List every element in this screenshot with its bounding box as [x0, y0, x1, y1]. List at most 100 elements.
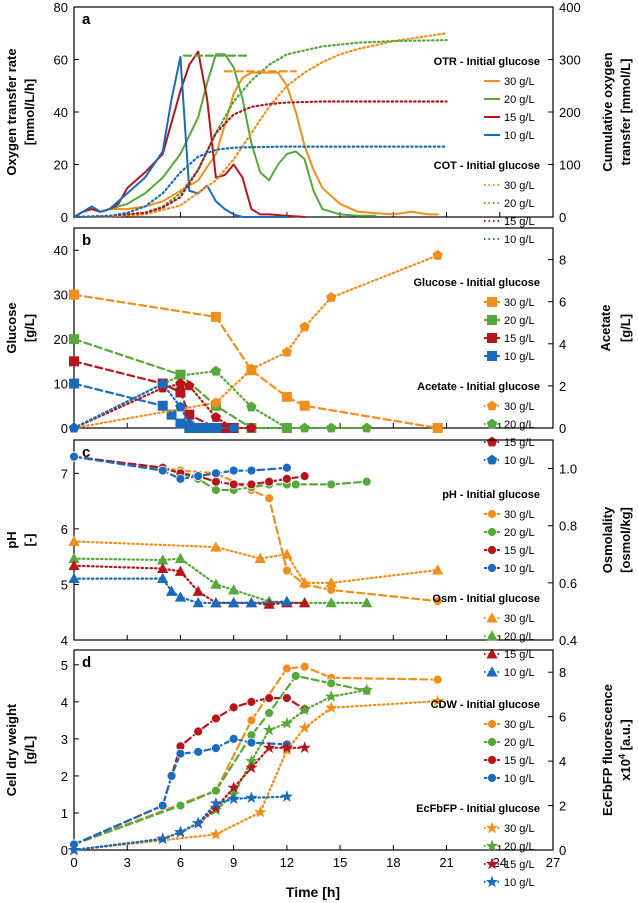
data-point — [432, 674, 443, 685]
legend-marker — [487, 333, 497, 343]
x-axis-label: Time [h] — [286, 884, 340, 900]
data-point — [68, 422, 80, 433]
data-point — [246, 479, 257, 490]
data-point — [325, 701, 338, 714]
data-point — [245, 791, 258, 804]
data-point — [157, 800, 168, 811]
series-line — [72, 746, 306, 852]
legend-entry: 15 g/L — [504, 112, 535, 124]
legend-marker — [486, 418, 498, 429]
series-line — [73, 55, 288, 218]
data-point — [246, 715, 257, 726]
data-point — [211, 743, 221, 754]
legend-marker — [485, 857, 499, 870]
data-point — [432, 596, 443, 607]
data-point — [210, 597, 222, 608]
data-point — [211, 713, 221, 724]
legend-entry: 20 g/L — [504, 631, 535, 643]
data-point — [262, 741, 276, 754]
legend-entry: 30 g/L — [504, 180, 535, 192]
y-right-tick-label: 0 — [559, 843, 566, 858]
data-point — [193, 471, 204, 482]
data-point — [299, 471, 310, 482]
y-right-tick-label: 100 — [559, 158, 581, 173]
legend-title: Glucose - Initial glucose — [413, 277, 540, 289]
data-point — [262, 723, 276, 736]
series-cot-15-g-l — [72, 100, 448, 219]
data-point — [210, 311, 221, 322]
data-point — [192, 585, 204, 596]
data-point — [326, 479, 337, 490]
y-left-tick-label: 0 — [61, 421, 68, 436]
x-tick-label: 27 — [546, 855, 560, 870]
data-point — [175, 748, 186, 759]
y-left-tick-label: 2 — [61, 769, 68, 784]
series-line — [73, 71, 439, 218]
data-point — [281, 391, 292, 402]
data-point — [245, 597, 258, 608]
data-point — [69, 289, 79, 300]
legend-marker — [486, 454, 498, 465]
data-point — [157, 465, 168, 476]
y-right-exponent: 4 — [617, 754, 627, 759]
y-right-tick-label: 4 — [559, 337, 566, 352]
data-point — [184, 418, 195, 429]
y-left-unit: [g/L] — [22, 736, 37, 764]
data-point — [325, 597, 337, 608]
data-point — [209, 801, 223, 814]
data-point — [228, 702, 239, 713]
data-point — [246, 737, 257, 748]
data-point — [264, 708, 275, 718]
x-tick-label: 0 — [70, 855, 77, 870]
legend-entry: 15 g/L — [504, 216, 535, 228]
data-point — [69, 356, 79, 367]
data-point — [299, 422, 310, 433]
y-left-tick-label: 4 — [61, 695, 68, 710]
series-ecfbfp-10-g-l — [67, 790, 294, 856]
y-left-tick-label: 80 — [54, 0, 68, 15]
data-point — [192, 597, 204, 608]
panel-letter: a — [82, 11, 91, 28]
data-point — [281, 595, 293, 606]
legend-title: COT - Initial glucose — [434, 160, 540, 172]
data-point — [280, 716, 294, 729]
legend-a: OTR - Initial glucose 30 g/L 20 g/L 15 g/L 1… — [434, 56, 540, 246]
legend-entry: 30 g/L — [504, 297, 535, 309]
data-point — [299, 661, 310, 672]
data-point — [227, 781, 240, 794]
legend-marker — [487, 545, 497, 555]
y-left-tick-label: 4 — [61, 633, 68, 648]
legend-entry: 15 g/L — [504, 437, 535, 449]
legend-marker — [485, 821, 499, 834]
y-left-tick-label: 5 — [61, 658, 68, 673]
y-right-tick-label: 6 — [559, 295, 566, 310]
series-acetate-20-g-l — [68, 365, 372, 433]
legend-entry: 20 g/L — [504, 419, 535, 431]
legend-title: pH - Initial glucose — [442, 489, 540, 501]
y-right-tick-label: 0.4 — [559, 633, 577, 648]
data-point — [326, 678, 337, 689]
data-point — [69, 378, 79, 389]
data-point — [69, 334, 79, 345]
data-point — [281, 663, 292, 674]
x-tick-label: 9 — [230, 855, 237, 870]
data-point — [228, 422, 239, 433]
series-cdw-20-g-l — [69, 671, 372, 850]
series-line — [72, 557, 368, 605]
legend-marker — [487, 773, 497, 783]
y-left-tick-label: 40 — [54, 105, 68, 120]
data-point — [166, 771, 177, 781]
data-point — [281, 473, 292, 484]
series-line — [72, 32, 448, 219]
data-point — [361, 597, 373, 608]
data-point — [246, 422, 257, 433]
series-osm-20-g-l — [68, 552, 373, 608]
data-point — [210, 422, 222, 433]
data-point — [211, 485, 221, 495]
y-left-label: pH — [4, 531, 19, 548]
y-left-tick-label: 5 — [61, 577, 68, 592]
legend-title: Acetate - Initial glucose — [417, 381, 540, 393]
y-left-label: Oxygen transfer rate — [4, 48, 19, 175]
y-right-unit: [g/L] — [618, 314, 633, 342]
